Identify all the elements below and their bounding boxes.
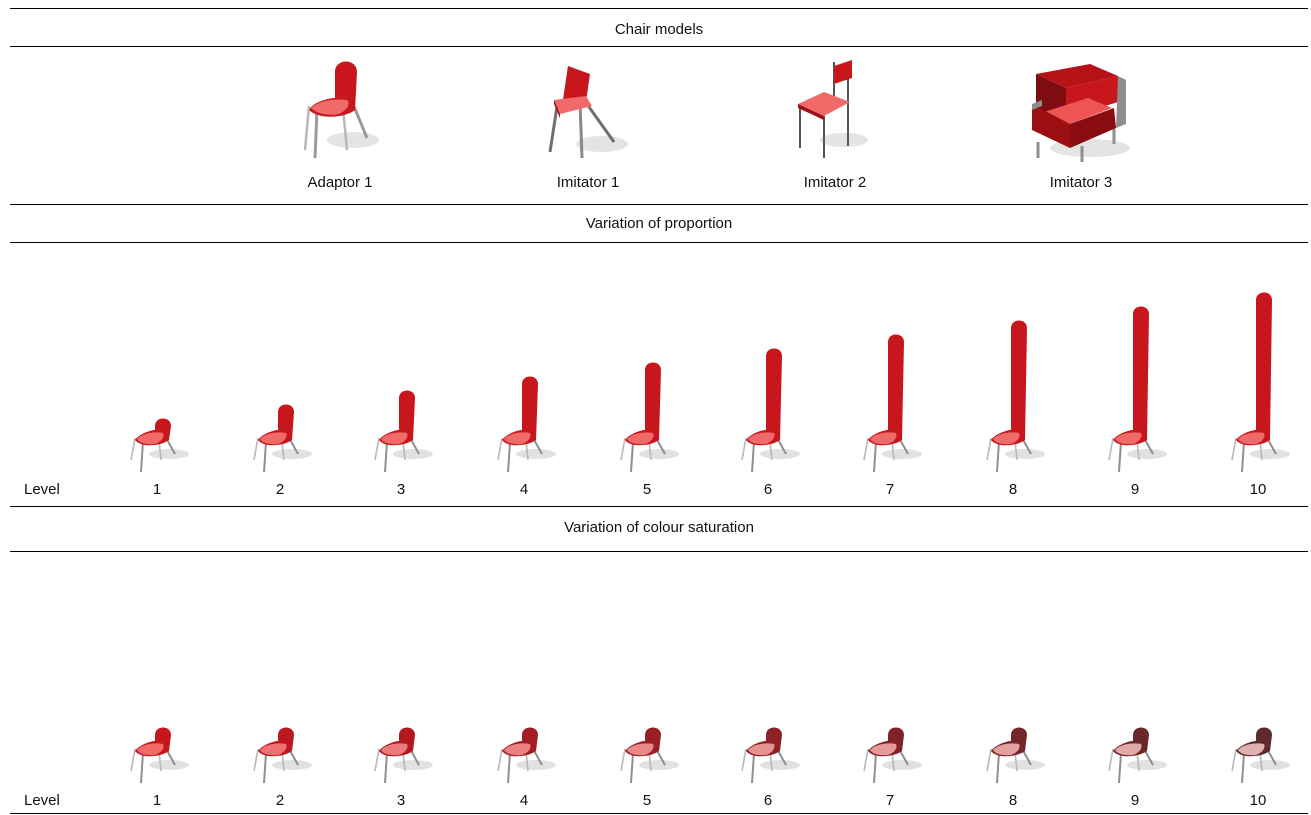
shell-chair-icon (620, 727, 679, 784)
level-number: 10 (1249, 481, 1267, 498)
armchair-icon (1032, 64, 1130, 162)
proportion-header-rule (10, 242, 1308, 243)
shell-chair-icon (253, 727, 312, 784)
model-label: Imitator 1 (556, 174, 620, 191)
shell-chair-icon (497, 727, 556, 784)
shell-chair-icon (620, 362, 679, 473)
bottom-rule (10, 813, 1308, 814)
level-number: 7 (885, 481, 895, 498)
level-label: Level (24, 481, 60, 498)
shell-chair-icon (741, 348, 800, 473)
shell-chair-icon (1108, 306, 1167, 473)
model-label: Imitator 3 (1049, 174, 1113, 191)
shell-chair-icon (374, 390, 433, 473)
level-number: 7 (885, 792, 895, 809)
top-rule (10, 8, 1308, 9)
level-number: 2 (275, 481, 285, 498)
shell-chair-icon (1231, 727, 1290, 784)
level-number: 6 (763, 481, 773, 498)
shell-chair-icon (130, 418, 189, 473)
level-number: 9 (1130, 481, 1140, 498)
level-label: Level (24, 792, 60, 809)
section-title-saturation: Variation of colour saturation (564, 519, 754, 536)
level-number: 10 (1249, 792, 1267, 809)
saturation-header-rule (10, 551, 1308, 552)
shell-chair-icon (374, 727, 433, 784)
model-label: Adaptor 1 (307, 174, 373, 191)
shell-chair-icon (741, 727, 800, 784)
level-number: 1 (152, 481, 162, 498)
shell-chair-icon (986, 727, 1045, 784)
level-number: 4 (519, 792, 529, 809)
level-number: 3 (396, 481, 406, 498)
saturation-top-rule (10, 506, 1308, 507)
level-number: 5 (642, 792, 652, 809)
proportion-top-rule (10, 204, 1308, 205)
angled-chair-icon (548, 66, 628, 159)
level-number: 6 (763, 792, 773, 809)
level-number: 8 (1008, 481, 1018, 498)
level-number: 5 (642, 481, 652, 498)
shell-chair-icon (303, 61, 379, 159)
level-number: 4 (519, 481, 529, 498)
level-number: 1 (152, 792, 162, 809)
shell-chair-icon (130, 727, 189, 784)
shell-chair-icon (1231, 292, 1290, 473)
frame-chair-icon (798, 60, 868, 158)
shell-chair-icon (253, 404, 312, 473)
level-number: 9 (1130, 792, 1140, 809)
shell-chair-icon (986, 320, 1045, 473)
section-title-proportion: Variation of proportion (585, 215, 733, 232)
shell-chair-icon (1108, 727, 1167, 784)
level-number: 8 (1008, 792, 1018, 809)
level-number: 2 (275, 792, 285, 809)
models-header-rule (10, 46, 1308, 47)
section-title-models: Chair models (614, 21, 704, 38)
shell-chair-icon (497, 376, 556, 473)
model-label: Imitator 2 (803, 174, 867, 191)
shell-chair-icon (863, 334, 922, 473)
shell-chair-icon (863, 727, 922, 784)
level-number: 3 (396, 792, 406, 809)
